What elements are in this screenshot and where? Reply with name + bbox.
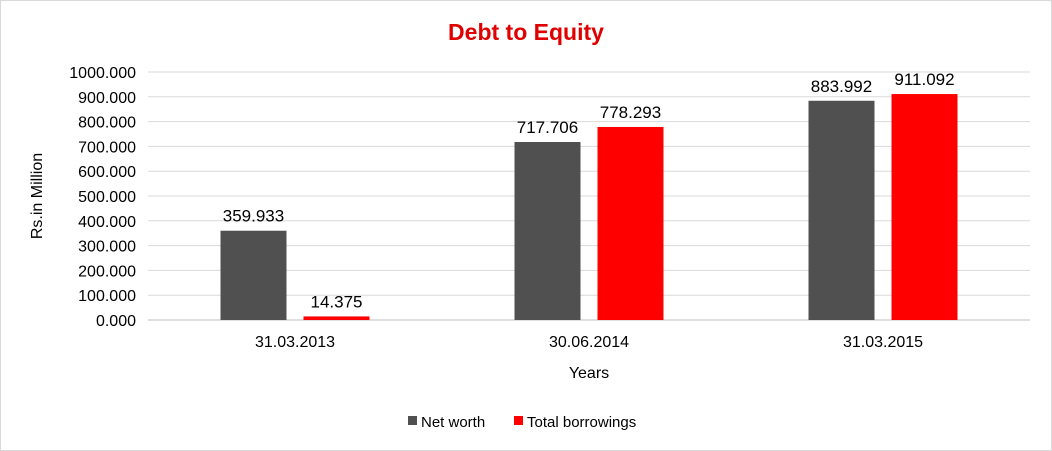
data-label: 911.092: [894, 70, 954, 89]
y-tick-label: 400.000: [78, 214, 136, 231]
bar-net-worth: [808, 100, 875, 320]
legend-swatch: [514, 416, 523, 425]
x-tick-label: 31.03.2013: [255, 334, 335, 351]
x-tick-label: 31.03.2015: [843, 334, 923, 351]
data-label: 14.375: [311, 292, 363, 311]
bars: 359.933 14.375 717.706 778.293 883.992 911.09…: [220, 70, 958, 320]
y-tick-label: 700.000: [78, 139, 136, 156]
bar-total-borrowings: [891, 94, 958, 320]
data-label: 359.933: [223, 207, 284, 226]
x-axis-title: Years: [569, 365, 609, 382]
bar-total-borrowings: [303, 316, 370, 320]
y-tick-label: 0.000: [96, 313, 136, 330]
y-tick-label: 100.000: [78, 288, 136, 305]
y-axis-ticks: 0.000 100.000 200.000 300.000 400.000 500.000…: [69, 65, 136, 330]
bar-net-worth: [220, 230, 287, 320]
gridlines: [148, 71, 1030, 321]
bar-total-borrowings: [597, 126, 664, 320]
y-tick-label: 200.000: [78, 263, 136, 280]
legend-swatch: [408, 416, 417, 425]
y-tick-label: 1000.000: [69, 65, 136, 82]
y-tick-label: 600.000: [78, 164, 136, 181]
legend-label: Net worth: [421, 414, 485, 431]
legend: Net worth Total borrowings: [408, 414, 636, 431]
x-axis-ticks: 31.03.2013 30.06.2014 31.03.2015: [255, 334, 923, 351]
bar-net-worth: [514, 142, 581, 320]
data-label: 717.706: [517, 118, 578, 137]
chart-title: Debt to Equity: [448, 19, 604, 45]
y-axis-title: Rs.in Million: [29, 153, 46, 239]
legend-label: Total borrowings: [527, 414, 636, 431]
data-label: 883.992: [811, 77, 872, 96]
y-tick-label: 300.000: [78, 239, 136, 256]
y-tick-label: 500.000: [78, 189, 136, 206]
y-tick-label: 900.000: [78, 90, 136, 107]
data-label: 778.293: [600, 103, 661, 122]
x-tick-label: 30.06.2014: [549, 334, 629, 351]
y-tick-label: 800.000: [78, 115, 136, 132]
